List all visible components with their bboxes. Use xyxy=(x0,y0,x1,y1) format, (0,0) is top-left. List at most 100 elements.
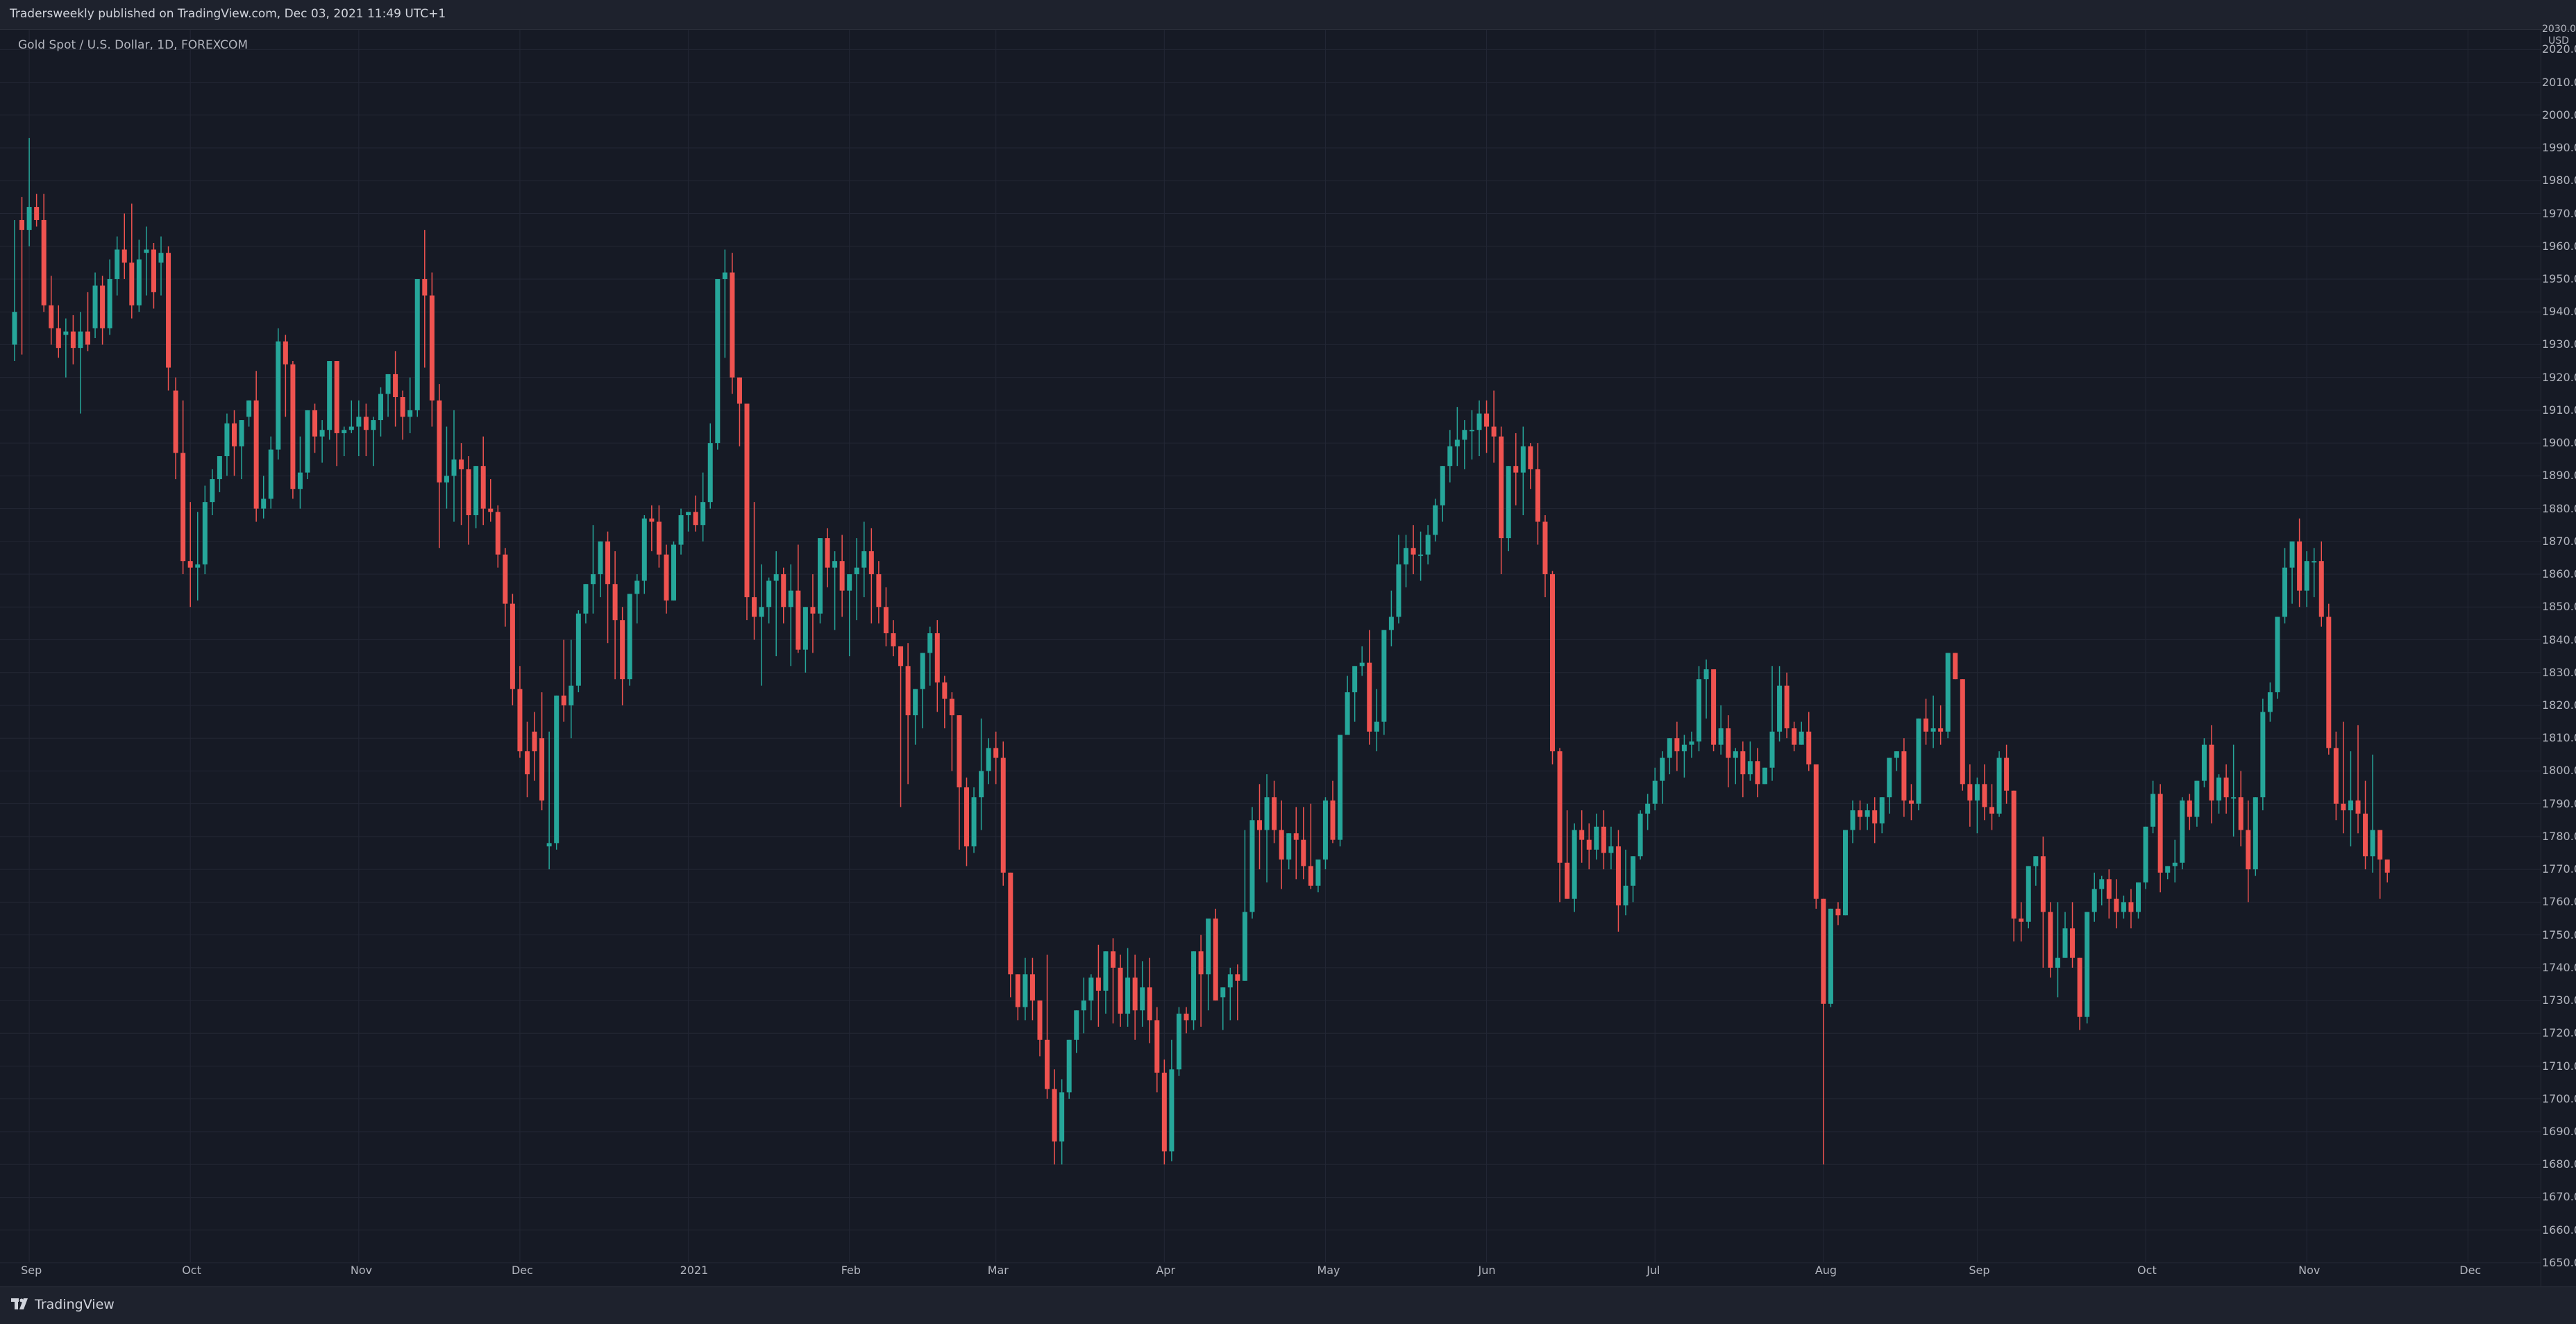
candle xyxy=(70,315,76,364)
candle-body xyxy=(1015,974,1020,1007)
candle xyxy=(444,426,449,509)
candle-body xyxy=(1579,830,1585,840)
candle-body xyxy=(2209,744,2214,801)
candle-body xyxy=(1447,446,1453,467)
price-tick-label: 1760.00 xyxy=(2542,895,2576,909)
candle-body xyxy=(802,607,808,650)
candle xyxy=(1206,918,1211,1011)
tradingview-brand[interactable]: TradingView xyxy=(35,1297,115,1312)
candlestick-chart[interactable] xyxy=(0,30,2541,1286)
candle xyxy=(671,541,676,601)
candle-body xyxy=(1315,859,1321,886)
candle-body xyxy=(927,633,933,653)
candle xyxy=(2187,794,2192,830)
candle xyxy=(1257,784,1262,870)
candle-body xyxy=(1388,617,1394,630)
candle-body xyxy=(121,249,127,263)
candle-body xyxy=(825,538,830,568)
price-tick-label: 1830.00 xyxy=(2542,665,2576,679)
candle-body xyxy=(546,843,552,847)
price-axis-unit: 2030.00 USD xyxy=(2542,24,2576,47)
candle xyxy=(2363,780,2368,870)
candle-body xyxy=(2312,561,2317,563)
price-tick-label: 1890.00 xyxy=(2542,469,2576,483)
candle xyxy=(773,551,779,657)
candle xyxy=(1118,954,1123,1027)
price-tick-label: 1680.00 xyxy=(2542,1157,2576,1171)
candle xyxy=(503,548,508,627)
candle-body xyxy=(1213,918,1218,1001)
candle-body xyxy=(1689,741,1694,745)
candle-body xyxy=(1476,413,1482,430)
candle xyxy=(2304,551,2309,607)
candle xyxy=(847,574,852,657)
candle xyxy=(407,377,413,433)
candle xyxy=(913,689,918,745)
candle xyxy=(2172,839,2178,883)
candle xyxy=(1249,807,1255,919)
candle-body xyxy=(986,748,991,771)
time-tick-label: Nov xyxy=(2298,1264,2321,1277)
candle-body xyxy=(1132,978,1138,1011)
candle xyxy=(1396,535,1401,623)
candle xyxy=(664,544,669,614)
candle xyxy=(129,203,135,319)
candle xyxy=(825,528,830,587)
candle xyxy=(158,236,164,296)
candle xyxy=(1996,751,2002,817)
time-tick-label: Dec xyxy=(511,1264,533,1277)
candle xyxy=(210,469,215,516)
candle xyxy=(2040,836,2046,968)
candle-body xyxy=(2318,561,2324,617)
candle-body xyxy=(334,361,339,433)
candle-body xyxy=(290,364,296,489)
candle-body xyxy=(510,603,515,689)
candle-body xyxy=(2267,692,2273,712)
candle-body xyxy=(2275,617,2280,693)
candle-body xyxy=(385,374,391,394)
candle xyxy=(1476,400,1482,457)
candle-body xyxy=(393,374,398,398)
tradingview-logo-icon[interactable] xyxy=(11,1298,31,1309)
candle-body xyxy=(1535,469,1540,522)
candle xyxy=(414,278,420,417)
candle xyxy=(1974,777,1980,834)
candle xyxy=(1161,1059,1167,1165)
candle xyxy=(473,466,479,528)
candle xyxy=(1506,466,1511,551)
candle-body xyxy=(1813,764,1819,899)
time-tick-label: Aug xyxy=(1815,1264,1837,1277)
candle xyxy=(2231,744,2237,837)
candle xyxy=(1879,797,1885,834)
candle-body xyxy=(1469,430,1474,432)
candle-body xyxy=(818,538,823,614)
candle xyxy=(1066,1039,1072,1099)
candle-body xyxy=(1381,630,1387,722)
candle-body xyxy=(1631,856,1636,886)
candle-body xyxy=(1411,548,1416,555)
candle xyxy=(1667,738,1672,775)
candle xyxy=(525,721,530,798)
candle xyxy=(1513,433,1519,505)
candle-body xyxy=(1697,679,1701,741)
candle xyxy=(1008,872,1013,998)
candle xyxy=(590,525,596,614)
chart-area[interactable] xyxy=(0,30,2541,1286)
price-axis[interactable] xyxy=(2541,30,2576,1286)
candle-body xyxy=(488,508,494,512)
candle-body xyxy=(575,613,581,686)
candle xyxy=(268,436,273,509)
candle-body xyxy=(1235,974,1240,981)
candle xyxy=(2004,744,2010,804)
candle-body xyxy=(429,295,435,401)
price-tick-label: 1970.00 xyxy=(2542,206,2576,220)
candle xyxy=(1338,735,1343,847)
candle-body xyxy=(312,410,318,437)
candle-body xyxy=(1916,718,1921,804)
candle-body xyxy=(1111,951,1116,968)
candle-body xyxy=(1879,797,1885,824)
candle xyxy=(898,646,904,807)
candle-body xyxy=(2333,748,2339,804)
candle-body xyxy=(2085,912,2090,1017)
candle-body xyxy=(891,633,896,646)
